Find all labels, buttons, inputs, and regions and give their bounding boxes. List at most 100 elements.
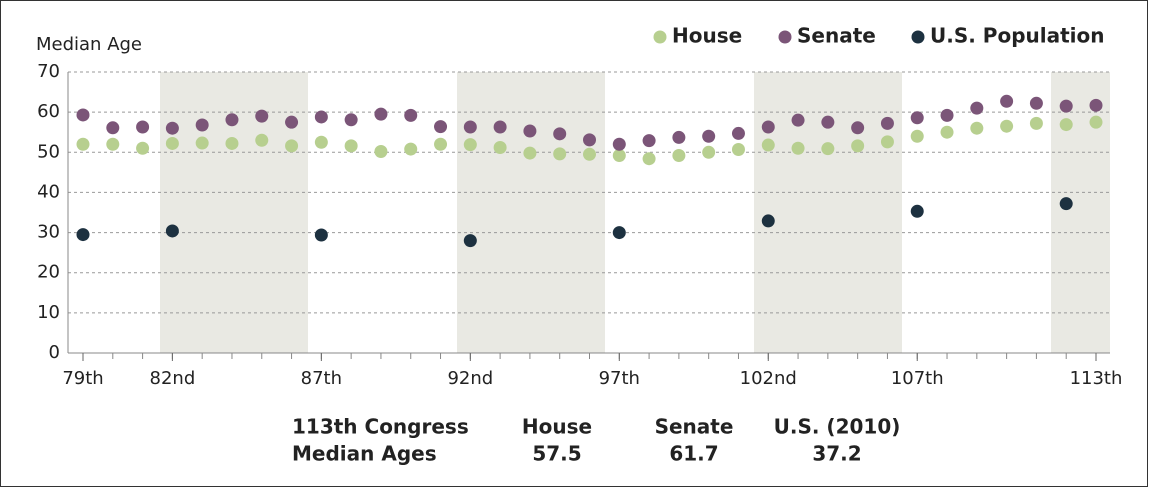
point — [195, 136, 209, 150]
point — [970, 121, 984, 135]
point — [851, 121, 865, 135]
point — [910, 129, 924, 143]
point — [702, 129, 716, 143]
point — [553, 127, 567, 141]
point — [314, 110, 328, 124]
point — [225, 136, 239, 150]
point — [1089, 115, 1103, 129]
legend-marker — [778, 30, 792, 44]
x-tick-label: 97th — [599, 368, 640, 389]
point — [970, 101, 984, 115]
point — [493, 140, 507, 154]
x-tick-label: 79th — [62, 368, 103, 389]
point — [523, 124, 537, 138]
point — [583, 147, 596, 161]
point — [731, 126, 745, 140]
summary-header: House — [522, 415, 592, 439]
point — [731, 142, 745, 156]
point — [463, 234, 477, 248]
point — [285, 115, 299, 129]
point — [910, 111, 924, 125]
x-tick-label: 87th — [301, 368, 342, 389]
shade-band — [457, 72, 605, 353]
point — [583, 133, 596, 147]
point — [761, 214, 775, 228]
y-tick-label: 50 — [37, 141, 60, 162]
point — [434, 137, 448, 151]
point — [136, 120, 150, 134]
point — [702, 145, 716, 159]
x-tick-label: 102nd — [740, 368, 797, 389]
x-tick-label: 82nd — [150, 368, 196, 389]
point — [761, 120, 775, 134]
point — [642, 134, 656, 148]
point — [1000, 119, 1014, 133]
summary-title: 113th Congress — [292, 415, 469, 439]
point — [434, 120, 448, 134]
point — [374, 107, 388, 121]
point — [76, 108, 90, 122]
point — [76, 228, 90, 242]
point — [106, 137, 120, 151]
point — [165, 121, 179, 135]
point — [165, 136, 179, 150]
shade-band — [754, 72, 902, 353]
y-tick-label: 10 — [37, 302, 60, 323]
point — [1029, 116, 1043, 130]
legend-label: U.S. Population — [930, 24, 1105, 48]
point — [940, 125, 954, 139]
y-tick-label: 40 — [37, 181, 60, 202]
point — [314, 135, 328, 149]
point — [285, 139, 299, 153]
point — [791, 141, 805, 155]
summary-value: 37.2 — [812, 442, 861, 466]
point — [76, 137, 90, 151]
legend-marker — [653, 30, 667, 44]
point — [851, 139, 865, 153]
summary-title: Median Ages — [292, 442, 437, 466]
x-tick-label: 113th — [1070, 368, 1123, 389]
shade-band — [1051, 72, 1110, 353]
point — [106, 121, 120, 135]
point — [672, 130, 686, 144]
point — [553, 147, 567, 161]
point — [404, 142, 418, 156]
point — [910, 204, 924, 218]
point — [165, 224, 179, 238]
point — [761, 138, 775, 152]
y-tick-label: 20 — [37, 262, 60, 283]
point — [463, 120, 477, 134]
point — [344, 113, 358, 127]
point — [1059, 118, 1073, 132]
point — [880, 135, 894, 149]
point — [612, 148, 626, 162]
point — [493, 120, 507, 134]
y-tick-label: 30 — [37, 222, 60, 243]
point — [523, 146, 537, 160]
point — [821, 115, 835, 129]
legend-marker — [911, 30, 925, 44]
point — [821, 142, 835, 156]
point — [374, 144, 388, 158]
point — [404, 108, 418, 122]
y-tick-label: 0 — [49, 342, 60, 363]
point — [880, 116, 894, 130]
point — [1000, 94, 1014, 108]
point — [672, 148, 686, 162]
point — [195, 118, 209, 132]
point — [612, 137, 626, 151]
summary-header: Senate — [655, 415, 734, 439]
x-tick-label: 107th — [891, 368, 944, 389]
point — [255, 133, 269, 147]
y-label: Median Age — [36, 34, 142, 55]
point — [612, 226, 626, 240]
point — [940, 108, 954, 122]
point — [225, 113, 239, 127]
summary-value: 57.5 — [532, 442, 581, 466]
legend-label: House — [672, 24, 742, 48]
legend-label: Senate — [797, 24, 876, 48]
summary-header: U.S. (2010) — [774, 415, 901, 439]
point — [791, 113, 805, 127]
y-tick-label: 60 — [37, 101, 60, 122]
